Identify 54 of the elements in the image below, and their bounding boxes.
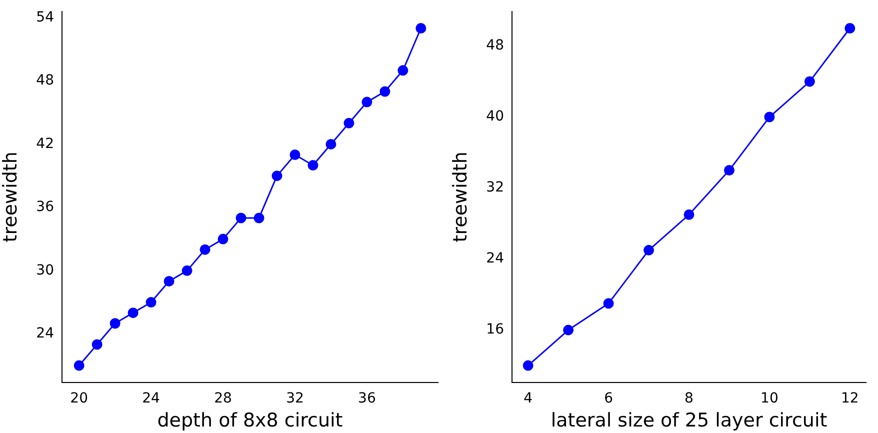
point — [326, 138, 336, 150]
point — [164, 276, 174, 286]
y-tick-label: 32 — [486, 180, 504, 196]
y-tick-label: 48 — [36, 72, 54, 89]
point — [146, 297, 156, 308]
y-axis-title: treewidth — [0, 152, 22, 242]
y-tick-label: 54 — [36, 9, 54, 26]
point — [724, 165, 734, 176]
point — [362, 96, 372, 108]
point — [128, 308, 138, 318]
point — [110, 318, 120, 329]
x-axis-title: depth of 8x8 circuit — [157, 410, 343, 432]
point — [200, 244, 210, 255]
point — [236, 212, 246, 224]
point — [684, 209, 694, 220]
x-tick-label: 32 — [286, 390, 304, 406]
point — [804, 76, 815, 87]
y-tick-label: 42 — [36, 136, 54, 152]
x-axis-title: lateral size of 25 layer circuit — [550, 410, 828, 432]
x-tick-label: 20 — [70, 390, 88, 406]
point — [254, 212, 264, 224]
point — [272, 170, 282, 182]
x-tick-label: 12 — [840, 390, 859, 406]
y-tick-label: 16 — [486, 322, 504, 338]
x-tick-label: 6 — [604, 390, 614, 406]
point — [844, 23, 856, 34]
x-tick-label: 28 — [214, 390, 232, 406]
x-tick-label: 10 — [760, 390, 778, 406]
x-tick-label: 24 — [142, 390, 160, 406]
y-tick-label: 24 — [36, 326, 54, 342]
point — [344, 118, 354, 128]
point — [218, 234, 228, 244]
x-tick-label: 4 — [524, 390, 533, 406]
point — [644, 244, 654, 256]
point — [182, 265, 192, 276]
y-tick-label: 36 — [36, 199, 54, 216]
x-tick-label: 8 — [684, 390, 694, 406]
point — [74, 360, 84, 371]
y-tick-label: 24 — [486, 250, 504, 267]
y-tick-label: 30 — [36, 262, 54, 278]
point — [563, 324, 574, 336]
x-tick-label: 36 — [358, 390, 376, 406]
y-tick-label: 40 — [486, 108, 504, 125]
point — [522, 360, 534, 371]
point — [398, 65, 408, 76]
y-tick-label: 48 — [486, 38, 504, 54]
point — [764, 112, 775, 122]
point — [290, 149, 300, 160]
point — [380, 86, 390, 97]
y-axis-title: treewidth — [449, 152, 472, 242]
point — [92, 339, 102, 350]
point — [308, 160, 318, 171]
point — [603, 298, 614, 309]
point — [416, 23, 426, 34]
